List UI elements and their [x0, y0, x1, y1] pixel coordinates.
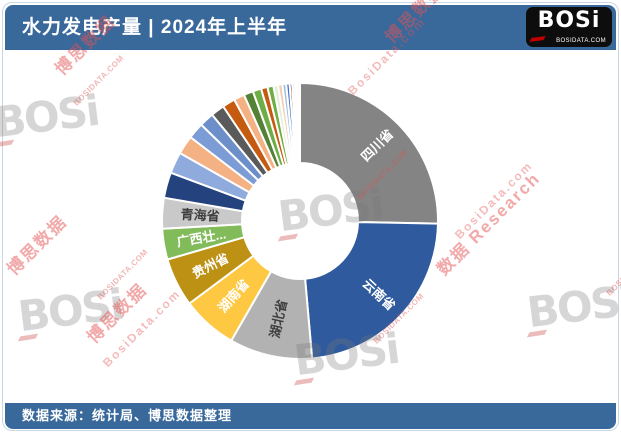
header-bar: 水力发电产量 | 2024年上半年 BOSi BOSIDATA.COM: [5, 5, 616, 50]
logo-site-label: BOSIDATA.COM: [556, 38, 606, 44]
page-title: 水力发电产量 | 2024年上半年: [22, 17, 288, 38]
logo-swoosh-icon: [529, 36, 546, 42]
donut-slice-minor: [296, 82, 301, 165]
slice-label-青海省: 青海省: [180, 207, 220, 224]
brand-logo: BOSi BOSIDATA.COM: [526, 7, 612, 47]
data-source-label: 数据来源：统计局、博思数据整理: [22, 408, 233, 423]
footer-bar: 数据来源：统计局、博思数据整理: [5, 403, 616, 429]
donut-slice-四川省: [299, 82, 439, 225]
donut-slice-云南省: [304, 221, 439, 360]
brand-logo-text: BOSi: [537, 8, 601, 33]
